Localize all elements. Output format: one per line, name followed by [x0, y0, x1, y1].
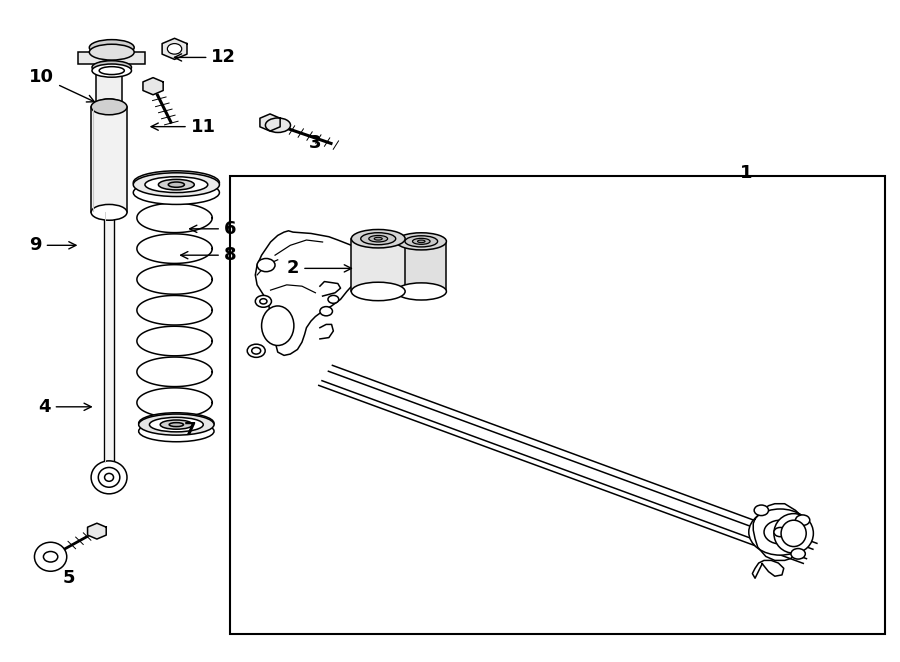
Ellipse shape — [139, 414, 214, 435]
Text: 9: 9 — [29, 236, 76, 254]
Text: 8: 8 — [181, 246, 237, 264]
Ellipse shape — [96, 61, 122, 71]
Text: 4: 4 — [38, 398, 91, 416]
Ellipse shape — [91, 461, 127, 494]
Ellipse shape — [34, 542, 67, 571]
Bar — [96, 66, 122, 104]
Circle shape — [764, 520, 796, 544]
Ellipse shape — [168, 182, 184, 187]
Bar — [77, 52, 145, 64]
Ellipse shape — [96, 99, 122, 109]
Ellipse shape — [145, 177, 208, 193]
Circle shape — [791, 549, 806, 559]
Text: 7: 7 — [184, 421, 196, 439]
Ellipse shape — [149, 417, 203, 432]
Ellipse shape — [133, 171, 220, 195]
Circle shape — [256, 295, 272, 307]
Ellipse shape — [418, 240, 425, 243]
Ellipse shape — [262, 306, 294, 346]
Text: 6: 6 — [190, 220, 237, 238]
Ellipse shape — [89, 44, 134, 60]
Ellipse shape — [99, 67, 124, 75]
Ellipse shape — [160, 420, 193, 429]
Circle shape — [328, 295, 338, 303]
Ellipse shape — [369, 236, 388, 242]
Circle shape — [167, 44, 182, 54]
Ellipse shape — [361, 233, 396, 245]
Ellipse shape — [396, 283, 446, 300]
Polygon shape — [162, 38, 187, 60]
Bar — [396, 242, 446, 291]
Bar — [230, 176, 886, 634]
Text: 1: 1 — [740, 164, 752, 182]
Circle shape — [749, 509, 812, 555]
Circle shape — [43, 551, 58, 562]
Circle shape — [260, 299, 267, 304]
Text: 3: 3 — [310, 134, 321, 152]
Ellipse shape — [158, 179, 194, 190]
Ellipse shape — [396, 233, 446, 250]
Ellipse shape — [133, 173, 220, 197]
Ellipse shape — [351, 282, 405, 301]
Ellipse shape — [92, 64, 131, 77]
Polygon shape — [87, 523, 106, 539]
Bar — [104, 211, 114, 463]
Bar — [91, 107, 127, 213]
Text: 10: 10 — [30, 68, 94, 102]
Text: 5: 5 — [62, 569, 75, 587]
Circle shape — [796, 515, 810, 526]
Ellipse shape — [133, 181, 220, 205]
Circle shape — [257, 258, 275, 271]
Ellipse shape — [89, 40, 134, 56]
Polygon shape — [143, 77, 163, 95]
Ellipse shape — [139, 412, 214, 434]
Ellipse shape — [91, 99, 127, 115]
Ellipse shape — [412, 238, 430, 244]
Text: 12: 12 — [175, 48, 237, 66]
Ellipse shape — [92, 61, 131, 74]
Ellipse shape — [98, 467, 120, 487]
Text: 11: 11 — [151, 118, 216, 136]
Circle shape — [754, 505, 769, 516]
Ellipse shape — [374, 237, 382, 240]
Ellipse shape — [139, 420, 214, 442]
Text: 2: 2 — [287, 260, 352, 277]
Circle shape — [248, 344, 266, 357]
Ellipse shape — [91, 205, 127, 220]
Bar — [351, 239, 405, 291]
Circle shape — [774, 528, 787, 537]
Ellipse shape — [781, 520, 806, 547]
Circle shape — [252, 348, 261, 354]
Polygon shape — [260, 114, 280, 131]
Ellipse shape — [266, 118, 291, 132]
Ellipse shape — [774, 514, 814, 553]
Circle shape — [320, 307, 332, 316]
Ellipse shape — [169, 422, 184, 426]
Ellipse shape — [405, 236, 437, 247]
Ellipse shape — [351, 230, 405, 248]
Ellipse shape — [104, 473, 113, 481]
